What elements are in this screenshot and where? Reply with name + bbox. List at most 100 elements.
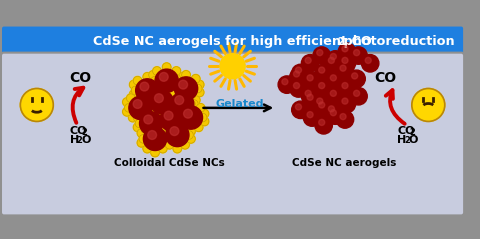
Circle shape [135, 96, 144, 104]
Circle shape [192, 96, 200, 104]
Circle shape [301, 87, 319, 105]
Circle shape [412, 88, 445, 121]
Circle shape [315, 99, 332, 117]
Circle shape [338, 43, 356, 60]
Circle shape [162, 135, 171, 143]
Circle shape [187, 127, 195, 136]
Circle shape [171, 102, 180, 110]
Circle shape [151, 148, 159, 157]
Circle shape [183, 121, 192, 130]
Circle shape [153, 67, 161, 76]
Circle shape [156, 109, 165, 118]
Circle shape [156, 82, 165, 91]
Text: CO: CO [374, 71, 397, 85]
Circle shape [175, 125, 184, 134]
Circle shape [330, 75, 336, 81]
Circle shape [137, 129, 146, 137]
Circle shape [175, 113, 184, 122]
Circle shape [317, 98, 323, 104]
Circle shape [143, 100, 152, 108]
Circle shape [181, 119, 190, 128]
Circle shape [136, 117, 145, 126]
Circle shape [350, 47, 367, 64]
Circle shape [176, 72, 185, 81]
Circle shape [178, 86, 187, 95]
Circle shape [196, 103, 205, 112]
Circle shape [143, 144, 152, 153]
Circle shape [354, 90, 360, 96]
Circle shape [179, 115, 188, 124]
Text: 2: 2 [338, 38, 345, 48]
Circle shape [342, 57, 348, 63]
Text: H: H [70, 135, 79, 145]
Circle shape [173, 107, 182, 116]
Circle shape [330, 110, 336, 116]
Circle shape [330, 54, 336, 60]
Circle shape [305, 57, 311, 63]
Circle shape [156, 90, 165, 99]
Circle shape [130, 90, 138, 99]
Circle shape [181, 140, 190, 149]
Circle shape [338, 95, 356, 113]
Circle shape [200, 117, 209, 126]
Circle shape [342, 82, 348, 89]
Circle shape [141, 125, 150, 134]
Circle shape [182, 98, 191, 106]
FancyBboxPatch shape [1, 26, 464, 56]
Text: Gelated: Gelated [215, 99, 264, 109]
Circle shape [315, 117, 332, 134]
Circle shape [136, 90, 145, 99]
Circle shape [179, 80, 188, 89]
Circle shape [124, 103, 133, 112]
Circle shape [148, 130, 156, 139]
Circle shape [315, 64, 332, 82]
Circle shape [307, 94, 313, 100]
Circle shape [130, 80, 138, 89]
Text: CdSe NC aerogels for high efficient CO: CdSe NC aerogels for high efficient CO [93, 34, 372, 48]
Circle shape [169, 98, 178, 106]
Circle shape [140, 82, 149, 91]
Circle shape [172, 74, 181, 83]
Circle shape [295, 104, 301, 110]
Circle shape [173, 144, 182, 153]
Circle shape [157, 84, 166, 93]
Circle shape [151, 121, 159, 130]
Circle shape [158, 119, 167, 128]
Circle shape [292, 101, 309, 119]
Circle shape [326, 72, 344, 89]
Circle shape [166, 100, 175, 108]
Circle shape [133, 76, 142, 85]
Text: CO: CO [70, 71, 92, 85]
Circle shape [167, 129, 176, 137]
Circle shape [146, 94, 155, 103]
Circle shape [148, 88, 156, 97]
Circle shape [133, 113, 142, 122]
Circle shape [174, 94, 183, 103]
Circle shape [144, 92, 153, 101]
Circle shape [326, 107, 344, 124]
Circle shape [132, 86, 140, 95]
Circle shape [167, 102, 176, 110]
Circle shape [147, 105, 156, 114]
Circle shape [137, 109, 146, 118]
Text: 2: 2 [82, 128, 87, 137]
Circle shape [128, 113, 137, 122]
Text: 2: 2 [404, 136, 410, 145]
Circle shape [160, 115, 169, 124]
Circle shape [198, 113, 207, 122]
Circle shape [144, 115, 153, 124]
Circle shape [144, 113, 153, 122]
Circle shape [155, 129, 163, 137]
Circle shape [133, 123, 142, 132]
Circle shape [155, 69, 178, 92]
Circle shape [162, 63, 171, 71]
Circle shape [220, 54, 245, 79]
Circle shape [174, 76, 183, 85]
Text: CdSe NC aerogels: CdSe NC aerogels [292, 158, 396, 168]
Circle shape [159, 125, 168, 134]
Circle shape [193, 84, 202, 93]
Circle shape [350, 87, 367, 105]
Circle shape [186, 109, 194, 118]
Circle shape [192, 74, 200, 83]
Circle shape [140, 112, 163, 135]
